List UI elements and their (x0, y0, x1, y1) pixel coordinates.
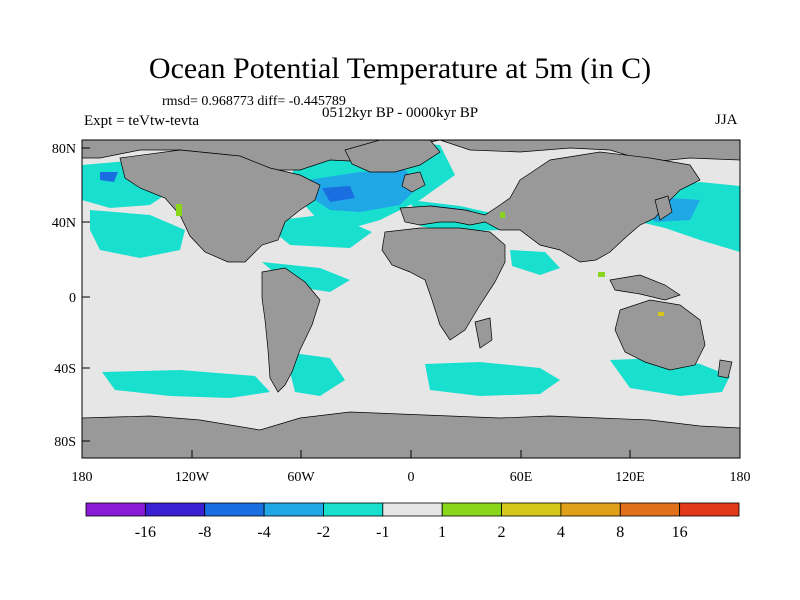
subtropical-atlantic-cool (262, 214, 372, 248)
cooling-regions-4 (100, 172, 355, 202)
black-sea-warm-spot (500, 212, 505, 218)
stats-line: rmsd= 0.968773 diff= -0.445789 (162, 94, 346, 110)
south-indian-cool (425, 362, 560, 396)
south-america (261, 267, 321, 393)
lon-label-180e: 180 (730, 470, 751, 485)
new-zealand (717, 359, 733, 379)
lon-label-0: 0 (408, 470, 415, 485)
diff-label: diff= (257, 94, 286, 109)
papua-warm-spot (658, 312, 664, 316)
africa (381, 227, 506, 341)
colorbar-label-4: -1 (376, 524, 389, 541)
south-australia-cool (610, 358, 730, 396)
newfoundland-cool (322, 186, 355, 202)
madagascar (474, 317, 493, 349)
labrador-sea-cool (308, 170, 420, 212)
map-layers (82, 140, 740, 458)
colorbar-label-8: 8 (616, 524, 624, 541)
colorbar-labels: -16 -8 -4 -2 -1 1 2 4 8 16 (135, 524, 688, 541)
warming-spots (176, 204, 664, 316)
eurasia (399, 151, 701, 263)
south-china-sea-warm-spot (598, 272, 605, 277)
greenland (344, 140, 441, 173)
colorbar-label-6: 2 (498, 524, 506, 541)
california-warm-spot (176, 204, 182, 216)
north-america (119, 149, 321, 263)
east-pacific-cool (90, 210, 185, 258)
colorbar (85, 502, 740, 517)
colorbar-swatch-8 (560, 502, 621, 517)
colorbar-swatch-2 (204, 502, 265, 517)
south-pacific-cool (102, 370, 270, 398)
colorbar-label-0: -16 (135, 524, 156, 541)
longitude-axis: 180 120W 60W 0 60E 120E 180 (72, 450, 751, 485)
antarctica (82, 411, 740, 458)
indonesia (609, 274, 681, 301)
colorbar-label-2: -4 (257, 524, 270, 541)
colorbar-swatch-10 (679, 502, 740, 517)
colorbar-label-7: 4 (557, 524, 565, 541)
colorbar-label-1: -8 (198, 524, 211, 541)
arabian-sea-cool (510, 250, 560, 275)
southwest-atlantic-cool (285, 352, 345, 396)
lat-label-0: 0 (69, 291, 76, 306)
colorbar-label-5: 1 (438, 524, 446, 541)
lon-label-60e: 60E (510, 470, 533, 485)
australia (614, 299, 706, 371)
colorbar-swatch-5 (382, 502, 443, 517)
lat-label-80n: 80N (52, 142, 76, 157)
lat-label-40s: 40S (54, 362, 76, 377)
colorbar-swatch-7 (501, 502, 562, 517)
colorbar-label-9: 16 (672, 524, 688, 541)
colorbar-swatch-1 (144, 502, 206, 517)
latitude-axis: 80N 40N 0 40S 80S (52, 142, 90, 450)
lon-label-180w: 180 (72, 470, 93, 485)
season-label: JJA (715, 112, 738, 128)
colorbar-label-3: -2 (317, 524, 330, 541)
lat-label-40n: 40N (52, 216, 76, 231)
colorbar-swatch-4 (323, 502, 384, 517)
bering-cool (100, 172, 118, 182)
lon-label-120w: 120W (175, 470, 210, 485)
japan (654, 195, 673, 221)
experiment-label: Expt = teVtw-tevta (84, 113, 200, 129)
rmsd-label: rmsd= (162, 94, 198, 109)
lon-label-60w: 60W (287, 470, 315, 485)
map-title: Ocean Potential Temperature at 5m (in C) (148, 52, 652, 85)
land (82, 140, 740, 458)
colorbar-swatch-6 (441, 502, 502, 517)
lon-label-120e: 120E (615, 470, 645, 485)
colorbar-swatch-0 (85, 502, 146, 517)
diff-value: -0.445789 (288, 94, 346, 109)
period-label: 0512kyr BP - 0000kyr BP (322, 105, 479, 121)
rmsd-value: 0.968773 (201, 94, 254, 109)
colorbar-swatch-3 (263, 502, 324, 517)
british-isles (401, 171, 426, 193)
colorbar-swatch-9 (619, 502, 681, 517)
lat-label-80s: 80S (54, 435, 76, 450)
